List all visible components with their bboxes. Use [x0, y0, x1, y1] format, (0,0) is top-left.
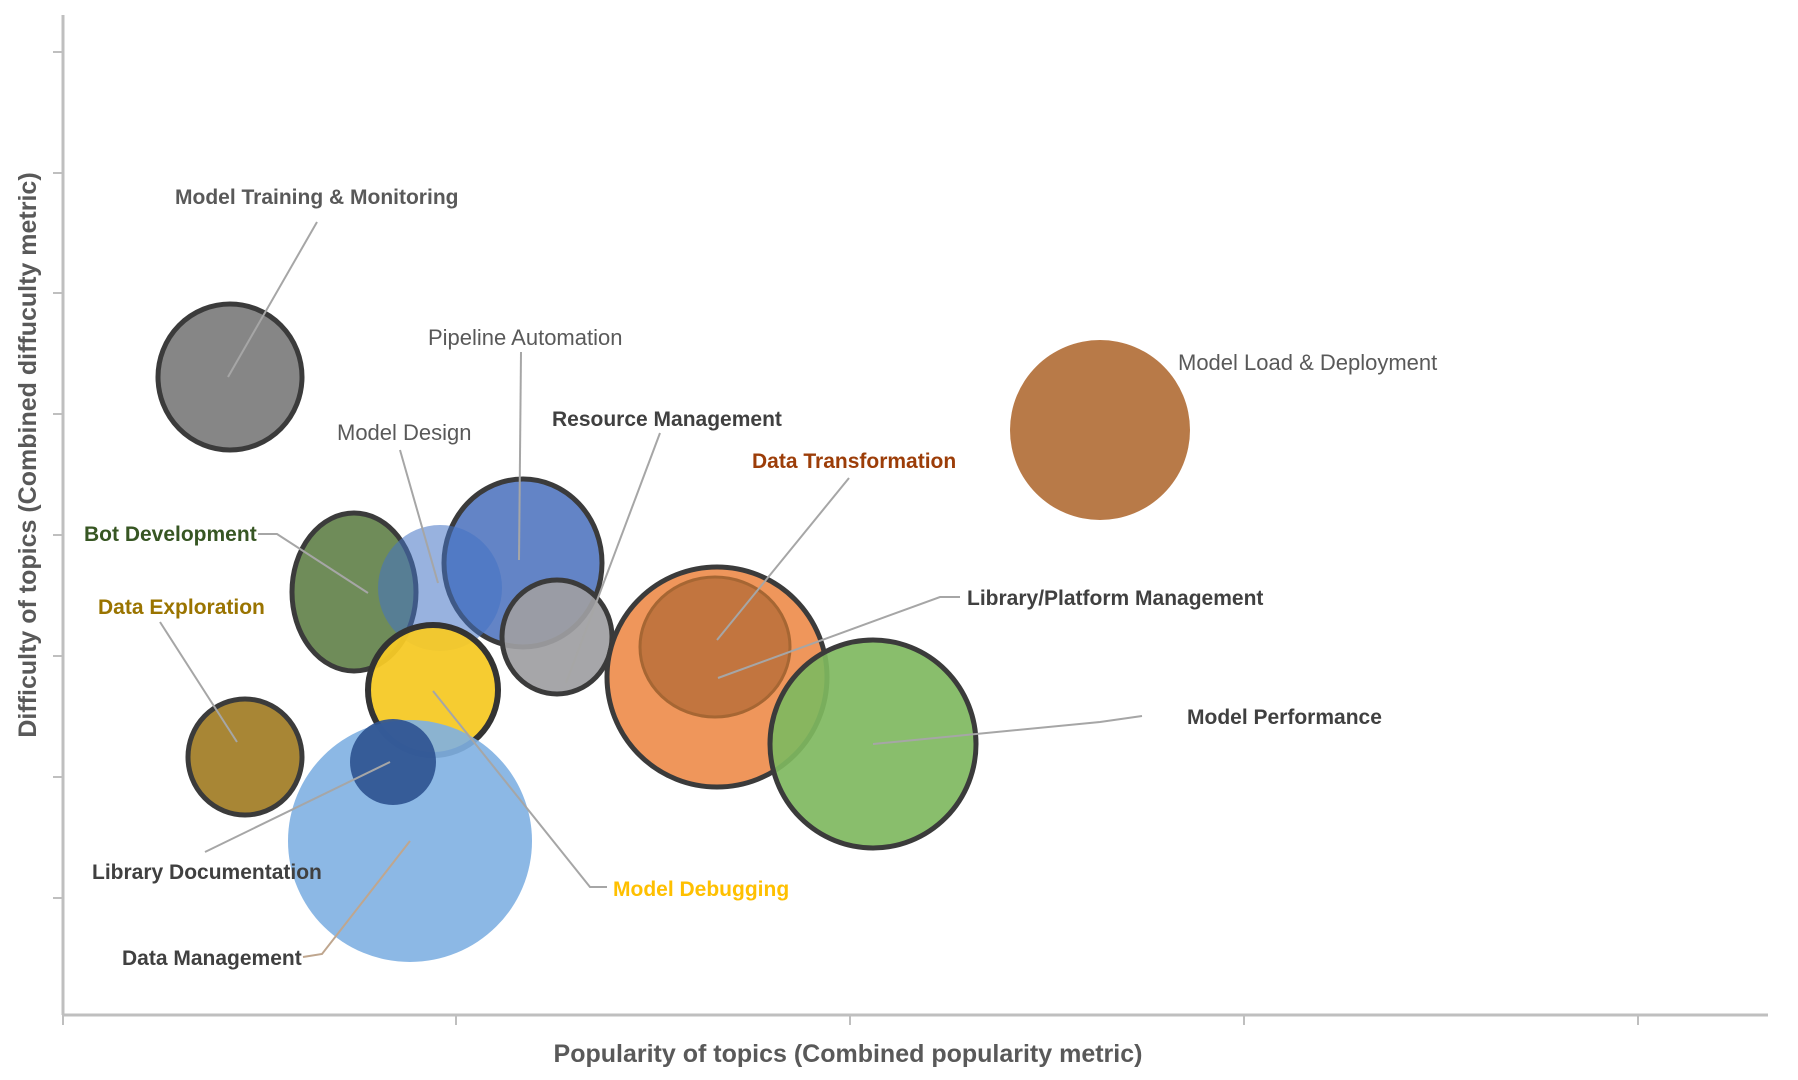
- leader-model-design: [399, 449, 439, 584]
- leader-resource-management: [565, 432, 661, 684]
- leader-data-exploration: [159, 621, 238, 743]
- bubble-data-transformation: [638, 575, 792, 719]
- leader-library-platform-management: [717, 596, 960, 679]
- leader-data-transformation: [716, 477, 850, 641]
- y-axis-title: Difficulty of topics (Combined diffucult…: [14, 172, 42, 737]
- leader-model-debugging: [432, 690, 607, 888]
- bubble-library-documentation: [350, 719, 436, 805]
- bubble-label-model-design: Model Design: [337, 420, 472, 445]
- bubble-label-data-transformation: Data Transformation: [752, 450, 956, 473]
- leader-data-management: [302, 840, 411, 958]
- bubble-label-resource-management: Resource Management: [552, 408, 782, 431]
- bubble-model-design: [378, 525, 502, 651]
- bubble-label-model-training-monitoring: Model Training & Monitoring: [175, 186, 458, 209]
- leader-lines: [159, 221, 1143, 958]
- leader-bot-development: [258, 533, 369, 594]
- leader-pipeline-automation: [518, 351, 522, 561]
- leader-model-performance: [872, 715, 1143, 745]
- bubble-data-exploration: [185, 696, 305, 818]
- bubble-label-pipeline-automation: Pipeline Automation: [428, 325, 622, 350]
- bubble-labels: Model Training & Monitoring Model Load & …: [84, 186, 1437, 970]
- bubble-label-data-management: Data Management: [122, 947, 302, 970]
- bubble-label-bot-development: Bot Development: [84, 523, 257, 546]
- x-axis-title: Popularity of topics (Combined popularit…: [554, 1040, 1143, 1068]
- bubble-resource-management: [499, 577, 615, 697]
- axes: [53, 15, 1768, 1025]
- bubble-label-library-platform-management: Library/Platform Management: [967, 587, 1263, 610]
- bubble-label-library-documentation: Library Documentation: [92, 861, 322, 884]
- bubble-label-model-load-deployment: Model Load & Deployment: [1178, 350, 1437, 375]
- bubble-model-training-monitoring: [155, 301, 305, 453]
- bubble-label-data-exploration: Data Exploration: [98, 596, 265, 619]
- leader-library-documentation: [204, 761, 391, 853]
- bubble-label-model-performance: Model Performance: [1187, 706, 1382, 729]
- leader-model-training-monitoring: [227, 221, 318, 378]
- bubble-model-load-deployment: [1010, 340, 1190, 520]
- bubble-label-model-debugging: Model Debugging: [613, 878, 789, 901]
